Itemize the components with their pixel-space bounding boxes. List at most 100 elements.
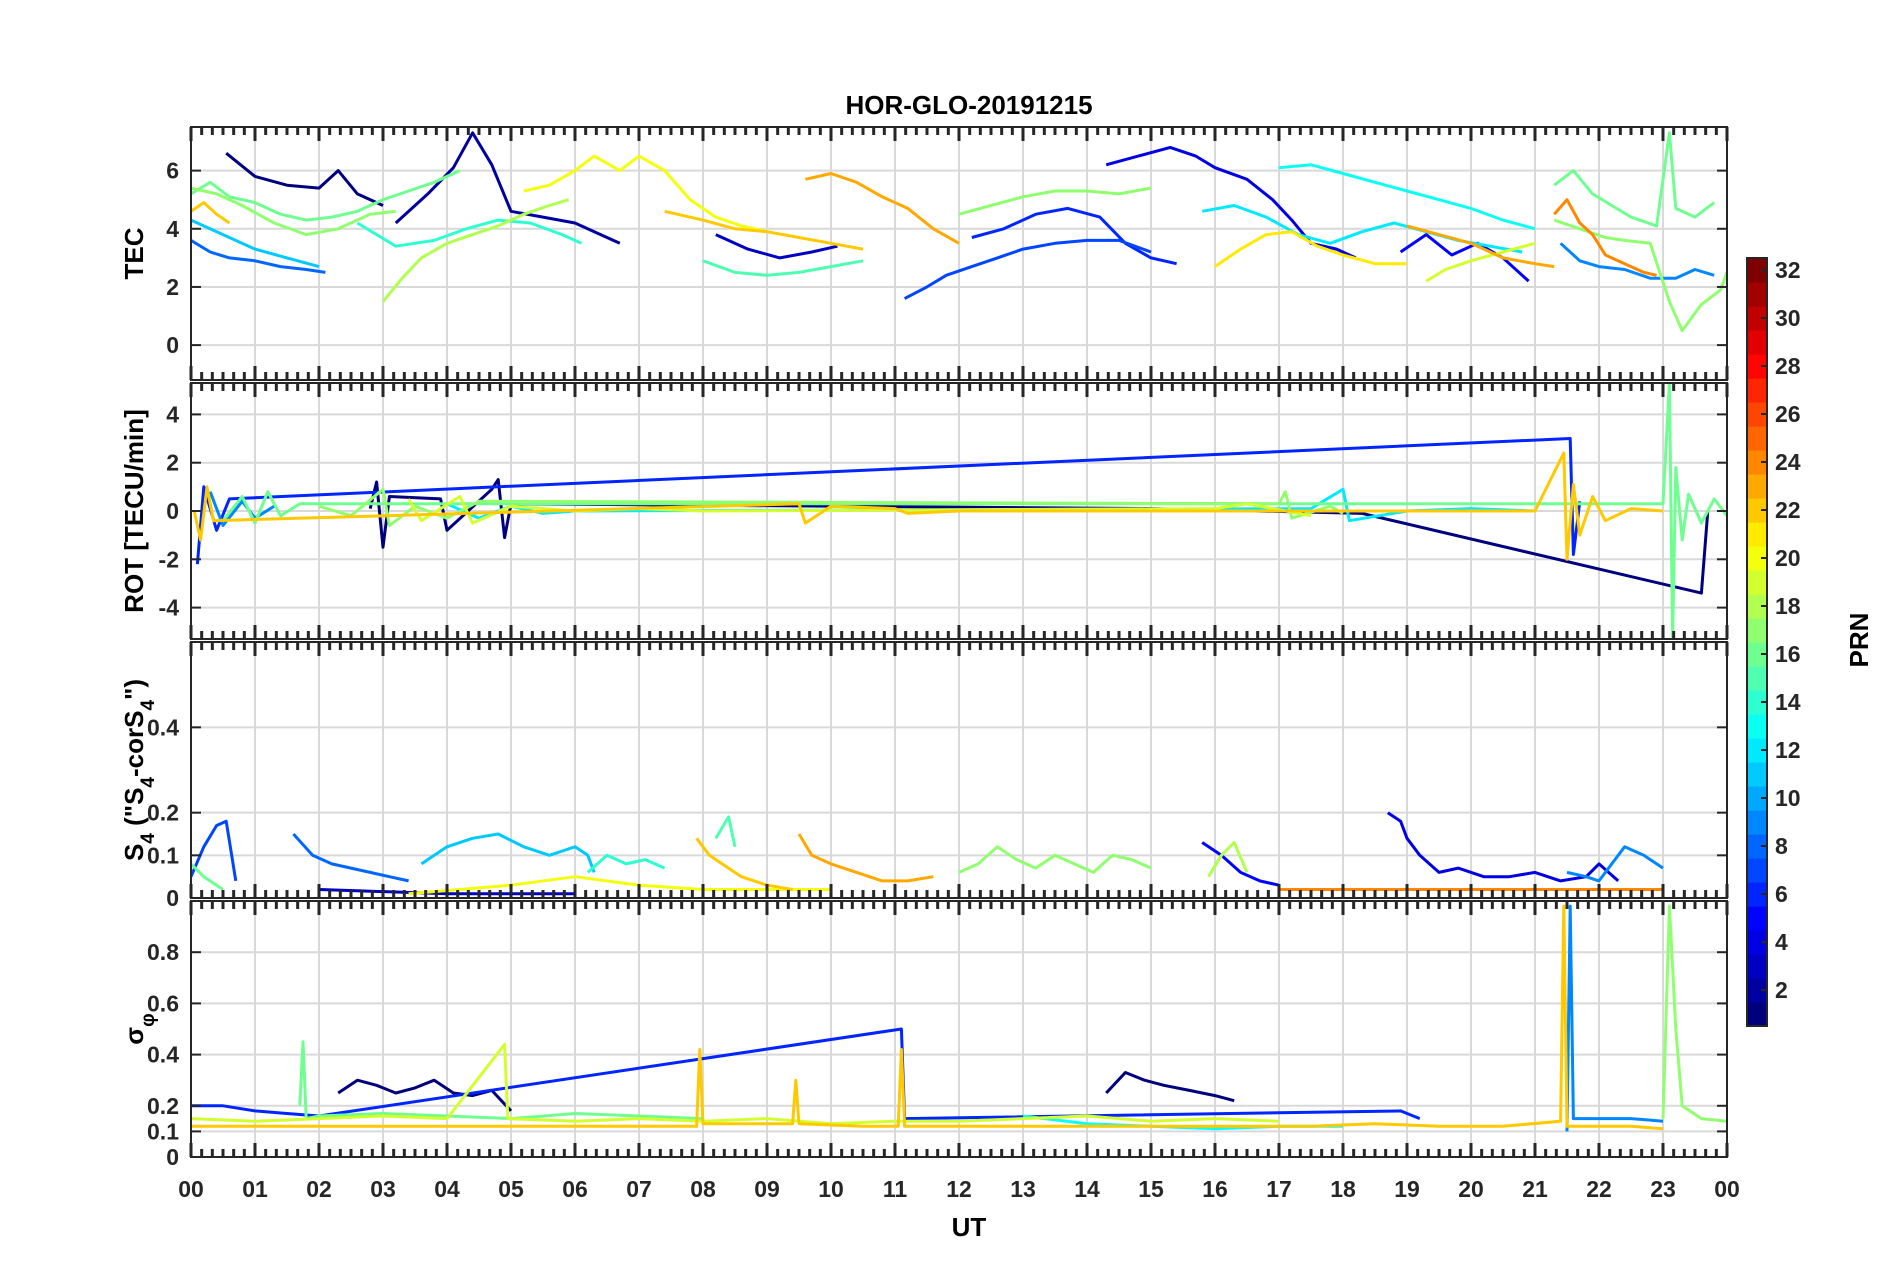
y-tick-label: 2 xyxy=(166,450,179,476)
series-line-prn-22 xyxy=(664,209,864,251)
y-tick-label: 0 xyxy=(166,332,179,358)
y-tick-label: 0 xyxy=(166,885,179,911)
series-line-prn-5 xyxy=(1399,233,1530,283)
colorbar-tick-label: 30 xyxy=(1775,305,1801,331)
colorbar-band xyxy=(1747,450,1767,475)
series-line-prn-11 xyxy=(420,832,596,873)
series-line-prn-17 xyxy=(958,186,1152,216)
series-line-prn-8 xyxy=(191,239,326,274)
series-line-prn-13 xyxy=(1278,163,1536,231)
colorbar-band xyxy=(1747,594,1767,619)
panel-tec: 0 2 4 6 TEC xyxy=(119,126,1729,381)
colorbar-band xyxy=(1747,762,1767,787)
series-line-prn-23 xyxy=(1406,224,1555,269)
y-tick-label: 2 xyxy=(166,274,179,300)
series-line-prn-14 xyxy=(356,218,583,248)
colorbar-band xyxy=(1747,618,1767,643)
y-tick-label: 6 xyxy=(166,158,179,184)
series-line-prn-17 xyxy=(318,487,1344,527)
x-tick-label: 00 xyxy=(1714,1176,1740,1202)
y-tick-label: 0 xyxy=(166,498,179,524)
y-tick-label: -2 xyxy=(159,546,179,572)
series-line-prn-17 xyxy=(1661,904,1727,1123)
colorbar-band xyxy=(1747,330,1767,355)
series-line-prn-22 xyxy=(191,201,231,225)
colorbar-tick-label: 24 xyxy=(1775,449,1801,475)
x-tick-label: 13 xyxy=(1010,1176,1036,1202)
colorbar-band xyxy=(1747,522,1767,547)
colorbar-tick-label: 28 xyxy=(1775,353,1801,379)
series-line-prn-7 xyxy=(191,819,238,882)
x-tick-label: 02 xyxy=(306,1176,332,1202)
series-line-prn-9 xyxy=(1566,845,1664,883)
colorbar-band xyxy=(1747,978,1767,1003)
colorbar-band xyxy=(1747,306,1767,331)
colorbar-band xyxy=(1747,402,1767,427)
colorbar-band xyxy=(1747,882,1767,907)
series-line-prn-15 xyxy=(714,815,737,848)
colorbar-band xyxy=(1747,666,1767,691)
colorbar-band xyxy=(1747,714,1767,739)
series-line-prn-1 xyxy=(1105,1071,1235,1103)
series-line-prn-6 xyxy=(971,206,1177,266)
series-line-prn-22 xyxy=(191,904,1664,1131)
series-line-prn-16 xyxy=(221,383,1727,639)
series-line-prn-20 xyxy=(408,875,831,896)
series-line-prn-9 xyxy=(1559,242,1715,280)
x-tick-label: 05 xyxy=(498,1176,524,1202)
series-line-prn-22 xyxy=(695,837,793,891)
colorbar-label: PRN xyxy=(1844,613,1874,668)
y-tick-label: 0.4 xyxy=(147,714,179,740)
y-tick-label: 4 xyxy=(166,216,179,242)
series-line-prn-2 xyxy=(394,131,621,245)
x-tick-label: 22 xyxy=(1586,1176,1612,1202)
series-line-prn-5 xyxy=(1201,841,1280,887)
colorbar-band xyxy=(1747,690,1767,715)
x-tick-label: 12 xyxy=(946,1176,972,1202)
colorbar-tick-label: 12 xyxy=(1775,737,1801,763)
x-tick-label: 15 xyxy=(1138,1176,1164,1202)
y-tick-label: 0.1 xyxy=(147,842,179,868)
colorbar-band xyxy=(1747,954,1767,979)
series-line-prn-16 xyxy=(298,1040,704,1121)
series-line-prn-16 xyxy=(191,169,461,222)
colorbar-band xyxy=(1747,258,1767,283)
x-tick-label: 18 xyxy=(1330,1176,1356,1202)
series-line-prn-7 xyxy=(903,238,1152,300)
colorbar-band xyxy=(1747,378,1767,403)
colorbar-band xyxy=(1747,426,1767,451)
x-tick-label: 14 xyxy=(1074,1176,1100,1202)
colorbar-tick-label: 18 xyxy=(1775,593,1801,619)
series-line-prn-4 xyxy=(1105,145,1357,260)
series-line-prn-21 xyxy=(1214,230,1407,268)
colorbar-band xyxy=(1747,858,1767,883)
x-tick-label: 08 xyxy=(690,1176,716,1202)
colorbar-band xyxy=(1747,834,1767,859)
y-tick-label: 0.1 xyxy=(147,1118,179,1144)
x-tick-label: 00 xyxy=(178,1176,204,1202)
panel-s4: 0 0.1 0.2 0.4S4 ("S4-corS4") xyxy=(119,641,1729,911)
colorbar-band xyxy=(1747,930,1767,955)
x-tick-label: 04 xyxy=(434,1176,460,1202)
x-tick-label: 20 xyxy=(1458,1176,1484,1202)
colorbar-tick-label: 6 xyxy=(1775,881,1788,907)
colorbar-band xyxy=(1747,642,1767,667)
colorbar-band xyxy=(1747,282,1767,307)
series-line-prn-11 xyxy=(191,218,320,269)
series-line-prn-1 xyxy=(368,478,1710,595)
y-tick-label: 0 xyxy=(166,1144,179,1170)
x-tick-label: 06 xyxy=(562,1176,588,1202)
y-axis-label: σφ xyxy=(119,1013,159,1044)
x-tick-label: 16 xyxy=(1202,1176,1228,1202)
series-line-prn-18 xyxy=(381,198,570,303)
colorbar-band xyxy=(1747,738,1767,763)
colorbar-tick-label: 20 xyxy=(1775,545,1801,571)
series-line-prn-19 xyxy=(1425,241,1536,283)
colorbar-tick-label: 26 xyxy=(1775,401,1801,427)
x-tick-label: 10 xyxy=(818,1176,844,1202)
series-line-prn-20 xyxy=(523,154,768,234)
y-tick-label: 0.6 xyxy=(147,990,179,1016)
series-line-prn-18 xyxy=(1207,841,1249,878)
